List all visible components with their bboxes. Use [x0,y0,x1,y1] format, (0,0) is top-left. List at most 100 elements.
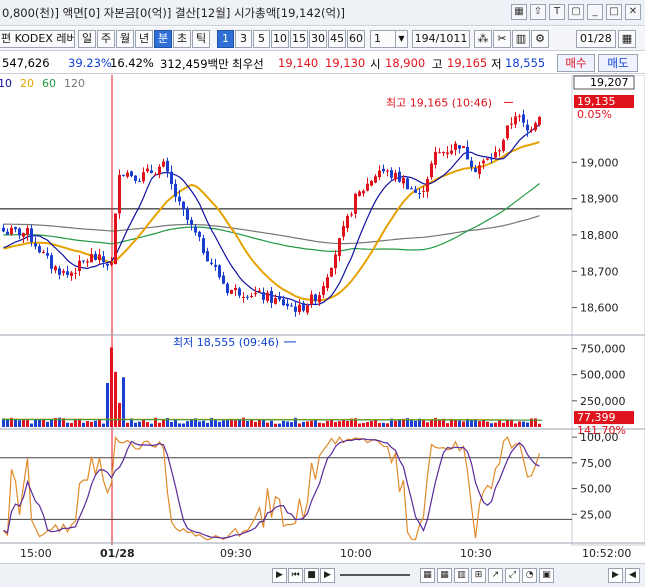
interval-button-15[interactable]: 15 [290,30,308,48]
interval-button-3[interactable]: 3 [235,30,252,48]
table-icon[interactable]: ▦ [437,568,452,583]
volume-bar [270,420,273,427]
interval-button-30[interactable]: 30 [309,30,327,48]
rate2-value: 16.42% [110,56,154,70]
volume-bar [390,418,393,427]
candle-body [338,238,341,256]
volume-bar [198,421,201,427]
calendar-icon[interactable]: ▦ [618,30,636,48]
clock-icon[interactable]: ◔ [522,568,537,583]
expand-icon[interactable]: ⊞ [471,568,486,583]
candle-body [430,163,433,178]
period-button-4[interactable]: 년 [135,30,153,48]
interval-button-5[interactable]: 5 [253,30,270,48]
interval-button-60[interactable]: 60 [347,30,365,48]
candle-body [254,292,257,295]
volume-bar [206,422,209,427]
candle-body [486,158,489,160]
candle-body [194,226,197,233]
volume-bar [434,417,437,427]
candle-body [526,124,529,131]
scroll-right-icon[interactable]: ▶ [608,568,623,583]
font-icon[interactable]: T [549,4,565,20]
fullscreen-icon[interactable]: ⤢ [505,568,520,583]
layout-icon[interactable]: ▥ [512,30,530,48]
zoom-track[interactable] [340,574,410,576]
candle-body [138,180,141,182]
minimize-icon[interactable]: _ [587,4,603,20]
buy-button[interactable]: 매수 [557,54,595,72]
volume-bar [450,418,453,427]
candle-body [134,175,137,181]
candle-body [402,178,405,184]
sell-button[interactable]: 매도 [598,54,638,72]
interval-button-10[interactable]: 10 [271,30,289,48]
close-icon[interactable]: ✕ [625,4,641,20]
crosshair-icon[interactable]: ⁂ [474,30,492,48]
first-icon[interactable]: ⏮ [288,568,303,583]
interval-button-1[interactable]: 1 [217,30,234,48]
volume-bar [106,383,109,427]
stochastic-tick-label: 50,00 [580,483,612,496]
stock-name-field[interactable]: 편 KODEX 레버 [0,30,75,48]
volume-bar [346,420,349,427]
best-ask: 19,140 [278,56,319,70]
volume-bar [314,420,317,427]
bars-icon[interactable]: ▥ [454,568,469,583]
interval-button-45[interactable]: 45 [328,30,346,48]
volume-bar [326,420,329,427]
next-icon[interactable]: ▶ [320,568,335,583]
candle-body [130,171,133,177]
volume-bar [26,420,29,427]
period-button-6[interactable]: 초 [173,30,191,48]
volume-pane [1,347,543,427]
period-button-2[interactable]: 주 [97,30,115,48]
period-button-3[interactable]: 월 [116,30,134,48]
scroll-left-icon[interactable]: ◀ [625,568,640,583]
grid-icon[interactable]: ▦ [511,4,527,20]
window-icon[interactable]: ▢ [568,4,584,20]
date-input[interactable]: 01/28 [576,30,616,48]
volume-bar [274,423,277,427]
period-button-1[interactable]: 일 [78,30,96,48]
price-axis [571,75,645,546]
trend-icon[interactable]: ↗ [488,568,503,583]
volume-bar [86,421,89,427]
candle-body [482,160,485,164]
candle-body [106,263,109,266]
play-icon[interactable]: ▶ [272,568,287,583]
candle-body [54,266,57,271]
candle-body [198,231,201,237]
volume-bar [394,420,397,427]
volume-bar [422,420,425,427]
time-tick-label: 15:00 [20,547,52,560]
stock-chart[interactable]: 최고 19,165 (10:46) 최저 18,555 (09:46) 19,00… [0,75,645,563]
volume-bar [194,418,197,427]
volume-bar [290,422,293,427]
maximize-icon[interactable]: □ [606,4,622,20]
candle-body [342,225,345,237]
scissors-icon[interactable]: ✂ [493,30,511,48]
grid-icon[interactable]: ▦ [420,568,435,583]
volume-bar [30,423,33,427]
candle-body [122,174,125,176]
candle-body [282,299,285,306]
period-button-5[interactable]: 분 [154,30,172,48]
frame-icon[interactable]: ▣ [539,568,554,583]
candle-body [150,170,153,173]
arrow-up-icon[interactable]: ⇧ [530,4,546,20]
volume-bar [350,418,353,427]
volume-bar [250,419,253,427]
gear-icon[interactable]: ⚙ [531,30,549,48]
volume-bar [474,419,477,427]
axes: 19,000 18,900 18,800 18,700 18,600 19,207 19,1… [0,75,645,560]
volume-bar [334,422,337,427]
volume-bar [406,418,409,427]
candle-body [66,271,69,275]
period-button-7[interactable]: 틱 [192,30,210,48]
interval-dropdown-icon[interactable]: ▼ [395,30,408,48]
stop-icon[interactable]: ■ [304,568,319,583]
volume-bar [482,419,485,427]
candle-body [302,303,305,311]
volume-bar [138,421,141,427]
